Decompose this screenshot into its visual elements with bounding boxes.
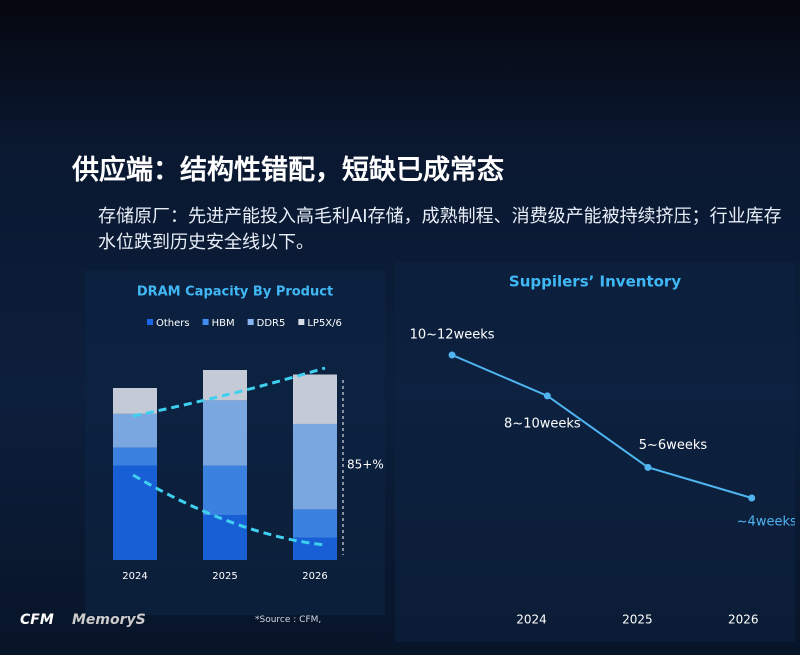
x-tick-label: 2026 xyxy=(302,571,327,582)
bar-segment xyxy=(113,465,157,560)
bar-segment xyxy=(113,387,157,414)
panel xyxy=(395,262,795,642)
logo: CFM xyxy=(20,612,54,628)
x-tick-label: 2024 xyxy=(516,613,547,627)
legend-swatch xyxy=(202,319,209,325)
source-note: *Source : CFM, xyxy=(255,615,322,625)
bar-segment xyxy=(113,413,157,448)
trend-arrow xyxy=(132,473,326,547)
annotation: 85+% xyxy=(347,458,384,472)
trend-arrow xyxy=(132,366,326,418)
line xyxy=(451,354,752,499)
x-tick-label: 2025 xyxy=(212,571,237,582)
value-label: 10~12weeks xyxy=(410,328,495,343)
value-label: 8~10weeks xyxy=(504,416,581,431)
bar-segment xyxy=(293,423,337,510)
bar-segment xyxy=(293,509,337,538)
legend-swatch xyxy=(298,319,305,325)
legend-label: LP5X/6 xyxy=(307,318,342,329)
legend-label: DDR5 xyxy=(257,318,286,329)
x-tick-label: 2026 xyxy=(728,613,759,627)
point xyxy=(644,463,652,471)
x-tick-label: 2024 xyxy=(122,571,147,582)
bar-segment xyxy=(293,537,337,560)
legend-label: Others xyxy=(156,318,190,329)
point xyxy=(448,351,456,359)
chart-title: Suppilers’ Inventory xyxy=(509,273,681,291)
legend-swatch xyxy=(247,319,254,325)
bar-segment xyxy=(293,374,337,424)
point xyxy=(543,392,551,400)
legend-label: HBM xyxy=(212,318,235,329)
legend-swatch xyxy=(147,319,153,325)
bar-segment xyxy=(203,515,247,560)
slide-body: 存储原厂：先进产能投入高毛利AI存储，成熟制程、消费级产能被持续挤压；行业库存水… xyxy=(98,206,782,253)
bar-segment xyxy=(113,447,157,466)
bar-segment xyxy=(203,400,247,466)
value-label: ~4weeks xyxy=(737,515,795,530)
value-label: 5~6weeks xyxy=(639,438,708,453)
x-tick-label: 2025 xyxy=(622,613,653,627)
slide-title: 供应端：结构性错配，短缺已成常态 xyxy=(72,155,504,186)
point xyxy=(748,494,756,502)
bar-chart: DRAM Capacity By Product Others HBM DDR5 LP5… xyxy=(85,270,385,615)
bar-segment xyxy=(203,465,247,516)
chart-title: DRAM Capacity By Product xyxy=(137,285,333,300)
brand: MemoryS xyxy=(72,612,146,628)
line-chart: Suppilers’ Inventory 2024 2025 2026 10~12wee… xyxy=(395,262,795,642)
